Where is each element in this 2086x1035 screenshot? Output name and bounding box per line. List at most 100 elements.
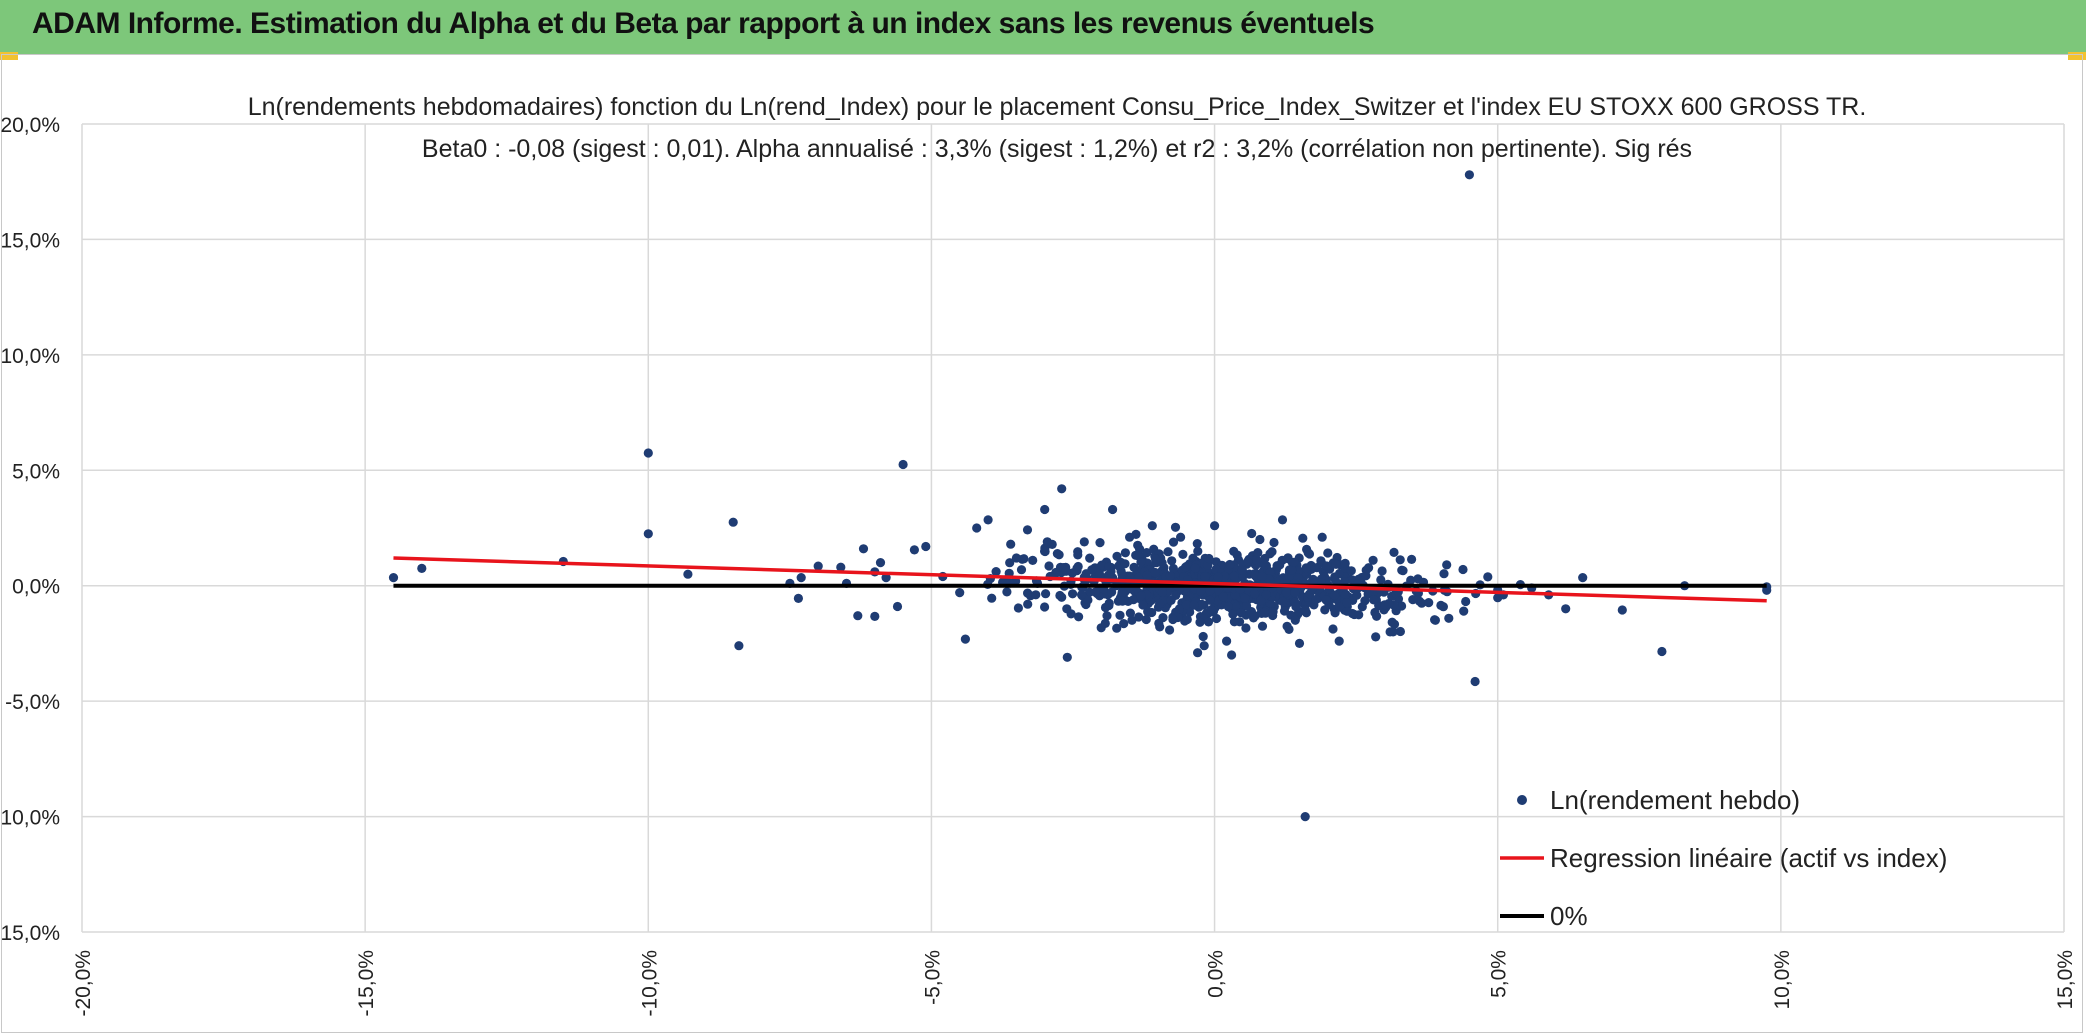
regression-line — [393, 556, 1767, 603]
data-point — [1323, 548, 1333, 558]
data-point — [1346, 566, 1356, 576]
data-point — [1269, 537, 1279, 548]
data-point — [1290, 588, 1300, 598]
report-title: ADAM Informe. Estimation du Alpha et du … — [32, 7, 1375, 40]
legend-label: 0% — [1550, 901, 1588, 931]
corner-marker-right — [2068, 52, 2086, 60]
data-point — [1168, 614, 1178, 625]
data-point — [417, 563, 427, 574]
data-point — [1309, 575, 1319, 586]
y-tick-label: 10,0% — [0, 345, 60, 368]
data-point — [1125, 608, 1135, 618]
data-point — [1461, 596, 1471, 607]
data-point — [955, 588, 965, 598]
data-point — [1085, 553, 1095, 563]
data-point — [388, 573, 399, 583]
data-point — [1331, 559, 1341, 569]
x-tick-label: -15,0% — [355, 950, 378, 1017]
data-point — [1395, 555, 1405, 565]
data-point — [1417, 598, 1427, 608]
data-point — [1117, 596, 1128, 606]
data-point — [1107, 587, 1117, 597]
data-point — [793, 593, 804, 604]
data-point — [1300, 812, 1310, 822]
data-point — [1147, 607, 1157, 618]
data-point — [1237, 565, 1247, 575]
data-point — [1081, 569, 1091, 579]
points-layer — [388, 170, 1772, 822]
data-point — [1311, 594, 1321, 605]
axis-layer: -15,0% -10,0% -5,0% 0,0% 5,0% 10,0% 15,0% 20,0%… — [0, 114, 2077, 1017]
data-point — [1057, 484, 1067, 494]
data-point — [1372, 611, 1382, 621]
data-point — [1100, 618, 1110, 629]
data-point — [1022, 525, 1033, 535]
x-tick-label: 10,0% — [1771, 950, 1794, 1010]
data-point — [734, 641, 744, 651]
data-point — [1369, 595, 1379, 605]
data-point — [1040, 602, 1050, 612]
data-point — [1408, 595, 1418, 605]
data-point — [1228, 609, 1238, 619]
data-point — [1252, 555, 1262, 565]
data-point — [1322, 561, 1332, 571]
data-point — [1470, 676, 1480, 687]
data-point — [1260, 553, 1270, 564]
data-point — [1182, 614, 1192, 625]
data-point — [1459, 606, 1469, 616]
data-point — [1097, 560, 1107, 570]
data-point — [1155, 598, 1165, 609]
data-point — [1384, 599, 1394, 609]
data-point — [1257, 571, 1267, 582]
data-point — [1193, 546, 1203, 556]
x-tick-label: 15,0% — [2054, 950, 2077, 1010]
data-point — [1170, 522, 1181, 532]
data-point — [1225, 559, 1235, 570]
data-point — [1079, 537, 1089, 547]
y-tick-label: 0,0% — [12, 576, 60, 599]
data-point — [1040, 546, 1050, 557]
data-point — [1138, 600, 1148, 610]
data-point — [1274, 576, 1284, 586]
data-point — [1028, 555, 1038, 566]
data-point — [875, 558, 886, 568]
data-point — [1125, 532, 1135, 542]
data-point — [1205, 595, 1215, 605]
data-point — [643, 448, 653, 458]
data-point — [1397, 601, 1407, 611]
data-point — [1256, 595, 1266, 606]
data-point — [983, 515, 993, 525]
data-point — [1242, 601, 1252, 611]
data-point — [1129, 562, 1139, 573]
data-point — [1361, 565, 1371, 575]
data-point — [1115, 610, 1125, 620]
data-point — [1289, 557, 1299, 567]
data-point — [1439, 569, 1449, 579]
data-point — [1247, 528, 1257, 539]
data-point — [1294, 638, 1305, 649]
data-point — [1136, 557, 1146, 567]
data-point — [1040, 504, 1050, 515]
data-point — [1304, 549, 1315, 559]
data-point — [1031, 590, 1041, 600]
data-point — [1385, 627, 1395, 637]
data-point — [1136, 591, 1146, 601]
data-point — [1330, 575, 1341, 586]
data-point — [1277, 515, 1288, 525]
data-point — [1196, 586, 1206, 596]
data-point — [909, 545, 920, 555]
y-tick-label: 20,0% — [0, 114, 60, 137]
data-point — [1253, 548, 1263, 558]
data-point — [1011, 553, 1022, 563]
data-point — [1165, 625, 1175, 635]
x-tick-label: 5,0% — [1488, 950, 1511, 998]
data-point — [1278, 596, 1288, 607]
data-point — [1163, 547, 1173, 557]
data-point — [1335, 602, 1345, 612]
data-point — [1340, 558, 1350, 569]
data-point — [1444, 613, 1454, 623]
data-point — [1205, 586, 1215, 596]
data-point — [1104, 562, 1114, 572]
data-point — [1210, 521, 1220, 531]
